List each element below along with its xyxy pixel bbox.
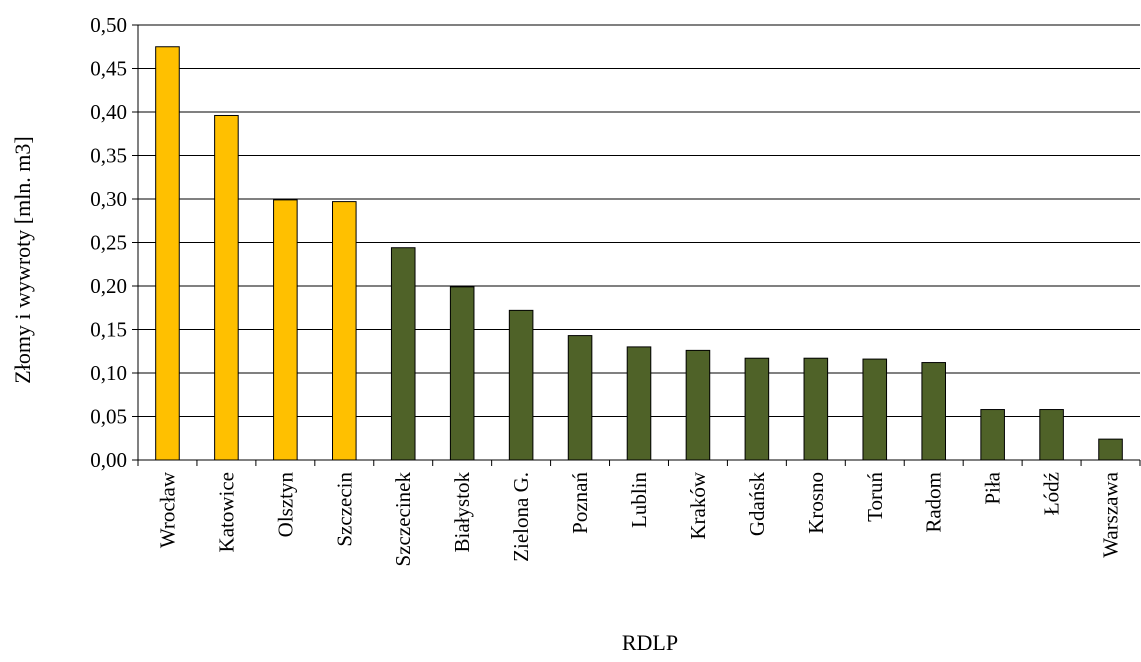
gridlines bbox=[138, 24, 1140, 417]
bar-4 bbox=[332, 201, 357, 461]
bar-17 bbox=[1098, 438, 1123, 461]
x-tick-label: Gdańsk bbox=[745, 472, 769, 537]
y-tick-label: 0,40 bbox=[90, 100, 127, 124]
x-tick-label: Poznań bbox=[568, 472, 592, 534]
bar-5 bbox=[390, 247, 416, 461]
bar-3 bbox=[273, 199, 298, 461]
x-tick-label: Toruń bbox=[863, 472, 887, 522]
y-tick-labels: 0,00 0,05 0,10 0,15 0,20 0,25 0,30 0,35 0,40 0,45… bbox=[90, 13, 127, 472]
x-axis-title: RDLP bbox=[622, 630, 678, 655]
axes bbox=[132, 24, 1141, 466]
x-tick-label: Lublin bbox=[627, 472, 651, 528]
y-tick-label: 0,25 bbox=[90, 231, 127, 255]
x-tick-label: Katowice bbox=[214, 472, 238, 552]
bars bbox=[155, 46, 1123, 461]
bar-10 bbox=[685, 349, 711, 461]
bar-6 bbox=[449, 286, 475, 461]
bar-14 bbox=[921, 362, 946, 461]
bar-12 bbox=[803, 357, 829, 461]
y-tick-label: 0,45 bbox=[90, 57, 127, 81]
x-tick-label: Kraków bbox=[686, 471, 710, 539]
y-axis-title: Złomy i wywroty [mln. m3] bbox=[10, 136, 35, 383]
y-tick-label: 0,30 bbox=[90, 187, 127, 211]
x-tick-label: Szczecin bbox=[332, 472, 356, 547]
x-tick-label: Krosno bbox=[804, 472, 828, 534]
y-tick-label: 0,20 bbox=[90, 274, 127, 298]
bar-9 bbox=[626, 346, 652, 461]
x-tick-labels: Wrocław Katowice Olsztyn Szczecin Szczecinek… bbox=[155, 471, 1122, 566]
bar-7 bbox=[508, 309, 534, 461]
bar-16 bbox=[1039, 409, 1064, 461]
x-tick-label: Piła bbox=[981, 471, 1005, 504]
bar-1 bbox=[155, 46, 180, 461]
x-tick-label: Olsztyn bbox=[273, 472, 297, 538]
y-tick-label: 0,10 bbox=[90, 361, 127, 385]
x-tick-label: Łódź bbox=[1040, 472, 1064, 515]
x-tick-label: Szczecinek bbox=[391, 472, 415, 567]
x-tick-label: Wrocław bbox=[155, 471, 179, 548]
bar-13 bbox=[862, 358, 888, 461]
x-tick-label: Zielona G. bbox=[509, 472, 533, 562]
bar-11 bbox=[744, 357, 770, 461]
bar-8 bbox=[567, 335, 593, 461]
y-tick-label: 0,15 bbox=[90, 318, 127, 342]
x-tick-label: Białystok bbox=[450, 472, 474, 553]
y-tick-label: 0,00 bbox=[90, 448, 127, 472]
x-tick-label: Warszawa bbox=[1099, 471, 1123, 557]
y-tick-label: 0,05 bbox=[90, 405, 127, 429]
x-tick-label: Radom bbox=[922, 472, 946, 533]
y-tick-label: 0,35 bbox=[90, 144, 127, 168]
bar-2 bbox=[214, 114, 239, 461]
bar-15 bbox=[980, 409, 1005, 461]
y-tick-label: 0,50 bbox=[90, 13, 127, 37]
